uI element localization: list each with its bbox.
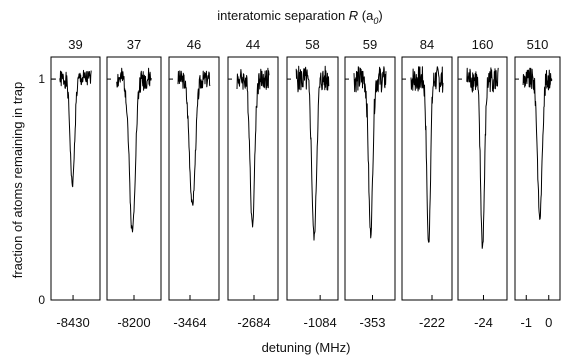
chart-title-unit-close: ) xyxy=(378,8,382,23)
separation-label-5: 59 xyxy=(363,37,377,52)
series-line-5 xyxy=(353,66,387,239)
x-tick-label-1-0: -8200 xyxy=(117,315,150,330)
panel-4: 58 -1084 xyxy=(286,37,339,330)
separation-label-7: 160 xyxy=(472,37,494,52)
chart-title-unit-sub: 0 xyxy=(373,16,378,26)
panel-2: 46 -3464 xyxy=(168,37,220,330)
x-tick-label-7-0: -24 xyxy=(474,315,493,330)
panel-frame-1 xyxy=(106,56,162,301)
panel-frame-4 xyxy=(286,56,339,301)
separation-label-6: 84 xyxy=(420,37,434,52)
separation-label-4: 58 xyxy=(305,37,319,52)
separation-label-3: 44 xyxy=(246,37,260,52)
y-axis-ticks: 01 xyxy=(38,72,56,307)
chart-title-variable: R xyxy=(349,8,358,23)
x-tick-label-8-1: 0 xyxy=(545,315,552,330)
panels-group: 39-843037-820046-346444-268458-108459-35… xyxy=(50,37,561,330)
panel-frame-3 xyxy=(227,56,279,301)
y-axis-label: fraction of atoms remaining in trap xyxy=(10,82,25,279)
panel-8: 510 -1 0 xyxy=(514,37,561,330)
series-line-6 xyxy=(410,66,444,243)
series-line-1 xyxy=(116,67,152,233)
series-line-0 xyxy=(59,69,92,188)
panel-frame-2 xyxy=(168,56,220,301)
chart-title-unit-open: (a xyxy=(358,8,374,23)
series-line-2 xyxy=(177,70,211,206)
series-line-8 xyxy=(522,67,553,220)
series-line-7 xyxy=(466,67,499,249)
series-line-3 xyxy=(236,67,270,228)
y-tick-label-0: 0 xyxy=(38,293,45,307)
x-tick-label-5-0: -353 xyxy=(359,315,385,330)
x-axis-label: detuning (MHz) xyxy=(262,340,351,355)
panel-frame-8 xyxy=(514,56,561,301)
panel-frame-5 xyxy=(344,56,396,301)
panel-0: 39 -8430 xyxy=(50,37,101,330)
x-tick-label-8-0: -1 xyxy=(520,315,532,330)
x-tick-label-0-0: -8430 xyxy=(56,315,89,330)
panel-7: 160 -24 xyxy=(457,37,508,330)
separation-label-0: 39 xyxy=(68,37,82,52)
y-tick-label-1: 1 xyxy=(38,72,45,86)
panel-1: 37 -8200 xyxy=(106,37,162,330)
panel-frame-0 xyxy=(50,56,101,301)
panel-frame-7 xyxy=(457,56,508,301)
x-tick-label-4-0: -1084 xyxy=(304,315,337,330)
panel-6: 84 -222 xyxy=(401,37,453,330)
x-tick-label-3-0: -2684 xyxy=(237,315,270,330)
separation-label-8: 510 xyxy=(527,37,549,52)
panel-frame-6 xyxy=(401,56,453,301)
separation-label-2: 46 xyxy=(187,37,201,52)
chart-title: interatomic separation R (a0) xyxy=(217,8,382,26)
chart-title-text: interatomic separation xyxy=(217,8,349,23)
x-tick-label-2-0: -3464 xyxy=(173,315,206,330)
panel-3: 44 -2684 xyxy=(227,37,279,330)
x-tick-label-6-0: -222 xyxy=(419,315,445,330)
panel-5: 59 -353 xyxy=(344,37,396,330)
separation-label-1: 37 xyxy=(127,37,141,52)
series-line-4 xyxy=(295,65,330,241)
